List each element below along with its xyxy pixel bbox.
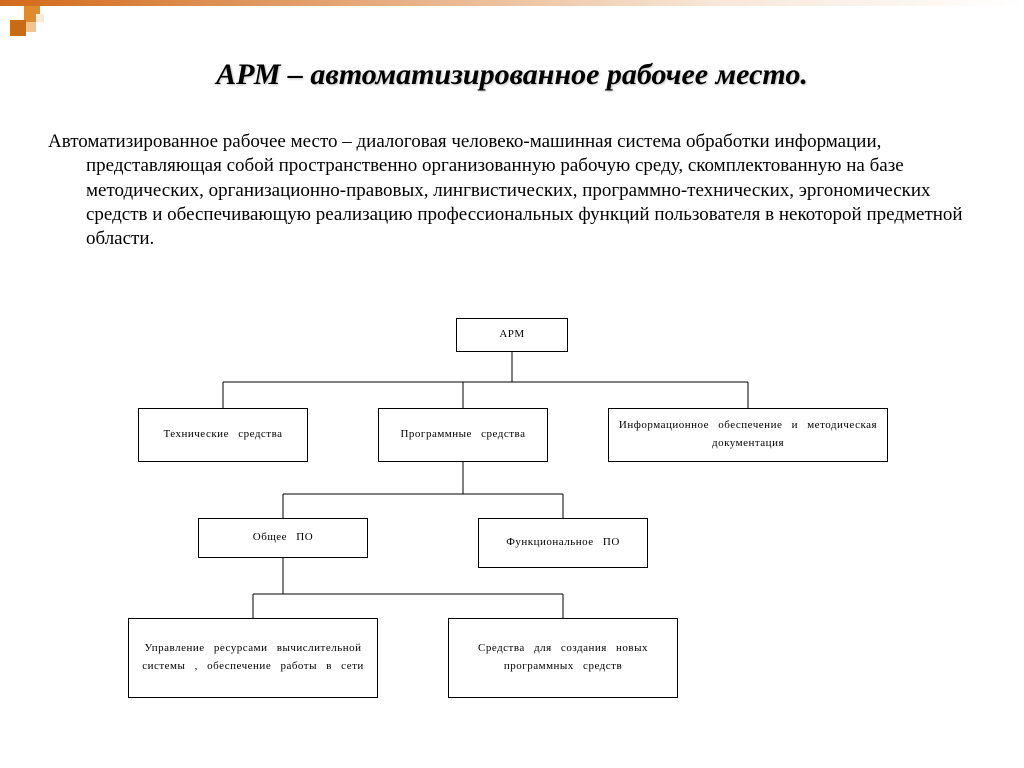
corner-decoration bbox=[0, 0, 60, 60]
node-prog: Программные средства bbox=[378, 408, 548, 462]
node-tools: Средства для создания новых программных … bbox=[448, 618, 678, 698]
node-res: Управление ресурсами вычислительной сист… bbox=[128, 618, 378, 698]
hierarchy-diagram: АРМ Технические средства Программные средс… bbox=[48, 318, 976, 748]
node-func: Функциональное ПО bbox=[478, 518, 648, 568]
decor-square bbox=[10, 20, 26, 36]
node-info: Информационное обеспечение и методическа… bbox=[608, 408, 888, 462]
decor-square bbox=[26, 22, 36, 32]
paragraph-text: Автоматизированное рабочее место – диало… bbox=[48, 131, 963, 249]
top-gradient-bar bbox=[0, 0, 1024, 6]
node-tech: Технические средства bbox=[138, 408, 308, 462]
slide-title: АРМ – автоматизированное рабочее место. bbox=[0, 58, 1024, 92]
decor-square bbox=[36, 14, 44, 22]
definition-paragraph: Автоматизированное рабочее место – диало… bbox=[48, 130, 984, 252]
node-common: Общее ПО bbox=[198, 518, 368, 558]
node-root: АРМ bbox=[456, 318, 568, 352]
